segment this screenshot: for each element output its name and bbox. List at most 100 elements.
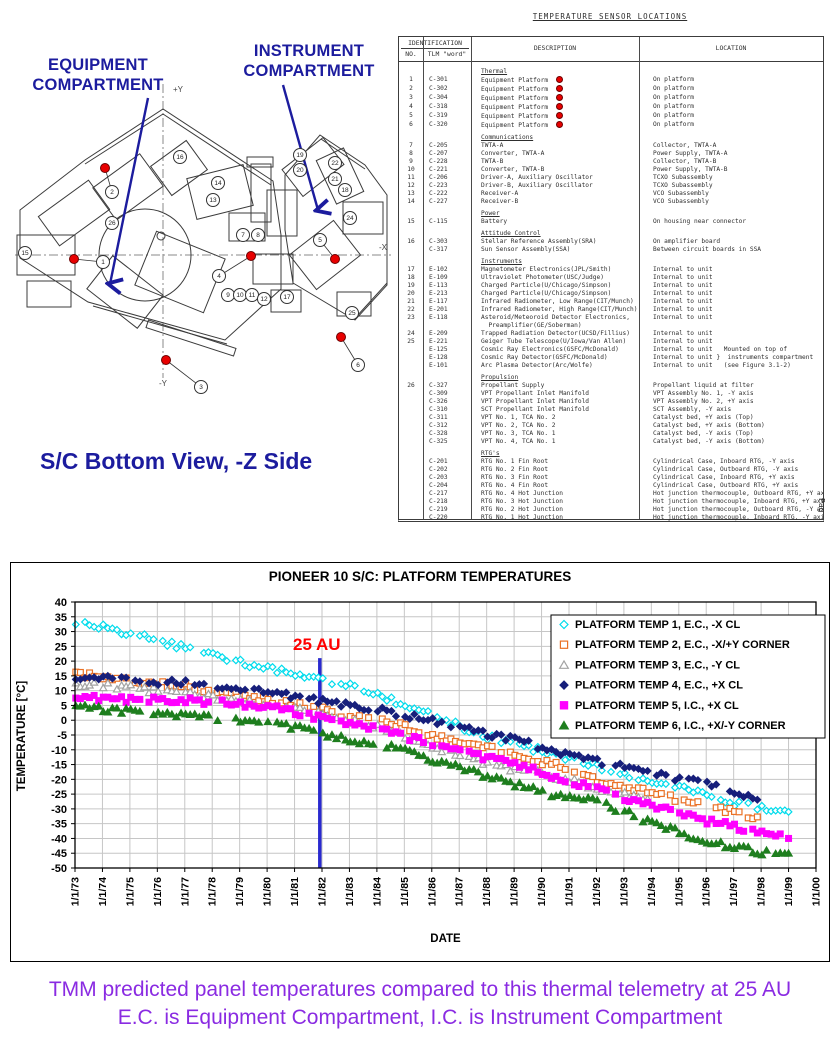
svg-text:40: 40 (55, 597, 67, 609)
y-axis-title: TEMPERATURE [°C] (16, 681, 28, 792)
y-tick-labels: 40 35 30 25 20 15 10 5 0 -5 -10 -15 -20 -25 -30 -35 -40 -… (51, 597, 67, 875)
table-section-header: RTG's (481, 450, 500, 457)
callout-14: 14 (211, 176, 225, 190)
svg-text:1/1/92: 1/1/92 (591, 877, 603, 906)
col-location: LOCATION (715, 44, 747, 52)
svg-text:1/1/97: 1/1/97 (728, 877, 740, 906)
svg-text:21: 21 (331, 176, 339, 183)
svg-text:3: 3 (199, 384, 203, 391)
table-row: C-203 RTG No. 3 Fin Root Cylindrical Case,… (429, 474, 795, 481)
svg-text:15: 15 (21, 250, 29, 257)
legend-label-6: PLATFORM TEMP 6, I.C., +X/-Y CORNER (575, 720, 786, 732)
x-tick-labels: 1/1/73 1/1/74 1/1/75 1/1/76 1/1/77 1/1/78 1/1/… (70, 877, 823, 906)
svg-text:24: 24 (346, 215, 354, 222)
table-section-header: Instruments (481, 258, 522, 265)
table-row: 4 C-318 Equipment Platform On platform (409, 103, 694, 111)
sensor-dot-icon (100, 163, 110, 173)
svg-text:-45: -45 (51, 848, 67, 860)
chart-legend: PLATFORM TEMP 1, E.C., -X CL PLATFORM TEM… (550, 614, 826, 739)
table-row: 11 C-206 Driver-A, Auxiliary Oscillator TCX… (407, 174, 713, 181)
svg-text:10: 10 (55, 686, 67, 698)
svg-text:30: 30 (55, 627, 67, 639)
callout-17: 17 (280, 290, 294, 304)
sensor-callout-3: 3 (194, 380, 208, 394)
instrument-label-line2: COMPARTMENT (243, 62, 375, 80)
sensor-dot-icon (336, 332, 346, 342)
callout-13: 13 (206, 193, 220, 207)
table-row: 18 E-109 Ultraviolet Photometer(USC/Judge)… (407, 274, 713, 281)
svg-text:-25: -25 (51, 789, 67, 801)
sensor-dot-icon (556, 103, 564, 110)
table-section-header: Power (481, 210, 500, 217)
series-1 (71, 617, 793, 816)
legend-label-3: PLATFORM TEMP 3, E.C., -Y CL (575, 659, 740, 671)
sensor-callout-2: 2 (105, 185, 119, 199)
callout-21: 21 (328, 172, 342, 186)
col-no: NO. (405, 50, 417, 58)
svg-text:17: 17 (283, 294, 291, 301)
table-row: C-204 RTG No. 4 Fin Root Cylindrical Case,… (429, 482, 799, 489)
x-axis-title: DATE (430, 933, 461, 945)
table-row: C-311 VPT No. 1, TCA No. 2 Catalyst bed, +… (429, 414, 754, 421)
svg-text:25: 25 (348, 310, 356, 317)
callout-15: 15 (18, 246, 32, 260)
table-row: E-101 Arc Plasma Detector(Arc/Wolfe) Inter… (429, 362, 791, 369)
table-row: C-202 RTG No. 2 Fin Root Cylindrical Case,… (429, 466, 799, 473)
platform-temperatures-chart: PIONEER 10 S/C: PLATFORM TEMPERATURES 25… (10, 562, 830, 962)
svg-text:1/1/88: 1/1/88 (481, 877, 493, 906)
svg-text:9: 9 (226, 292, 230, 299)
svg-text:12: 12 (260, 296, 268, 303)
table-row: C-326 VPT Propellant Inlet Manifold VPT As… (429, 398, 754, 405)
axis-label-bottom: -Y (159, 379, 168, 388)
equipment-compartment-label: EQUIPMENT COMPARTMENT (18, 55, 178, 95)
callout-26: 26 (105, 216, 119, 230)
svg-text:1/1/82: 1/1/82 (317, 877, 329, 906)
svg-text:1/1/76: 1/1/76 (152, 877, 164, 906)
equipment-label-line1: EQUIPMENT (48, 56, 148, 74)
table-row: E-125 Cosmic Ray Electronics(GSFC/McDonal… (429, 346, 788, 353)
callout-24: 24 (343, 211, 357, 225)
table-row: 16 C-303 Stellar Reference Assembly(SRA) On… (407, 238, 721, 245)
table-row: 13 C-222 Receiver-A VCO Subassembly (407, 190, 709, 197)
svg-text:1/1/98: 1/1/98 (756, 877, 768, 906)
svg-text:-20: -20 (51, 774, 67, 786)
equipment-pointer-arrow (110, 97, 150, 284)
table-row: 5 C-319 Equipment Platform On platform (409, 112, 694, 120)
callout-7: 7 (236, 228, 250, 242)
table-row: 25 E-221 Geiger Tube Telescope(U/Iowa/Van … (407, 338, 713, 345)
caption-line1: TMM predicted panel temperatures compare… (48, 978, 792, 1001)
divider (423, 37, 424, 519)
divider (401, 48, 469, 49)
caption-line2: E.C. is Equipment Compartment, I.C. is I… (117, 1006, 723, 1029)
callout-16: 16 (173, 150, 187, 164)
table-row: 14 C-227 Receiver-B VCO Subassembly (407, 198, 709, 205)
svg-text:1/1/86: 1/1/86 (426, 877, 438, 906)
series-4 (71, 671, 762, 804)
sensor-table-body: Thermal 1 C-301 Equipment Platform On platfo… (399, 62, 823, 522)
svg-text:20: 20 (55, 656, 67, 668)
table-row: C-309 VPT Propellant Inlet Manifold VPT As… (429, 390, 754, 397)
svg-text:11: 11 (249, 292, 256, 299)
legend-label-2: PLATFORM TEMP 2, E.C., -X/+Y CORNER (575, 639, 790, 651)
legend-label-1: PLATFORM TEMP 1, E.C., -X CL (575, 619, 740, 631)
table-row: C-325 VPT No. 4, TCA No. 1 Catalyst bed, -… (429, 438, 765, 445)
sensor-leader-line (165, 359, 202, 388)
svg-text:22: 22 (331, 160, 339, 167)
table-section-header: Attitude Control (481, 230, 541, 237)
svg-text:1/1/77: 1/1/77 (179, 877, 191, 906)
svg-text:35: 35 (55, 612, 67, 624)
table-row: C-317 Sun Sensor Assembly(SSA) Between cir… (429, 246, 762, 253)
sensor-callout-6: 6 (351, 358, 365, 372)
sensor-table: IDENTIFICATION NO. TLM "word" DESCRIPTIO… (398, 36, 824, 522)
svg-text:-15: -15 (51, 760, 67, 772)
svg-text:15: 15 (55, 671, 67, 683)
svg-text:1/1/94: 1/1/94 (646, 877, 658, 906)
svg-text:-40: -40 (51, 833, 67, 845)
svg-text:1/1/84: 1/1/84 (371, 877, 383, 906)
callout-19: 19 (293, 148, 307, 162)
table-row: 9 C-228 TWTA-B Collector, TWTA-B (409, 158, 717, 165)
sensor-dot-icon (556, 85, 564, 92)
svg-text:13: 13 (209, 197, 217, 204)
axis-ticks (71, 601, 817, 872)
